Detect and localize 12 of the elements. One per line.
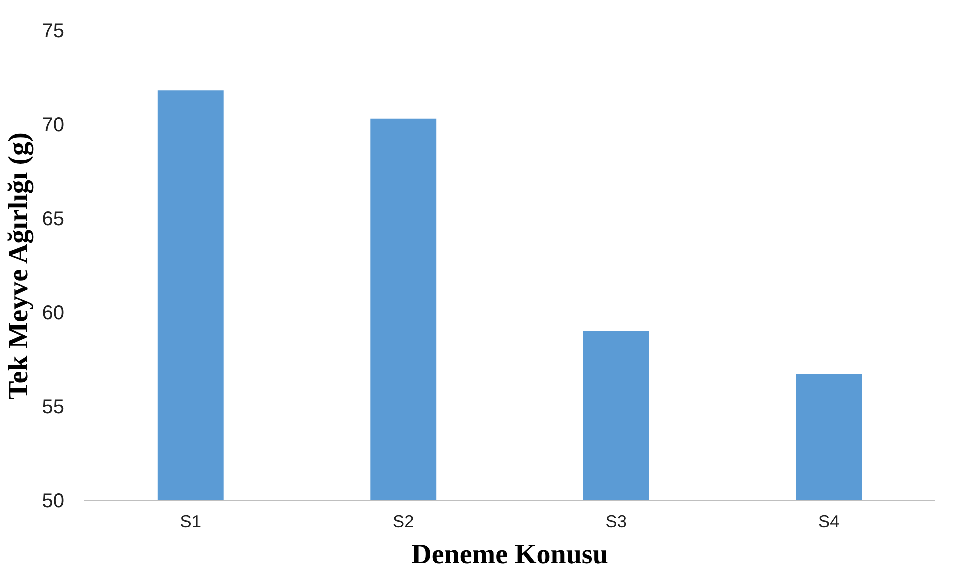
x-tick-label: S3: [606, 512, 627, 532]
x-tick-label: S2: [393, 512, 414, 532]
y-tick-label: 50: [42, 490, 65, 512]
y-tick-label: 70: [42, 114, 65, 136]
y-tick-label: 55: [42, 396, 65, 418]
x-tick-label: S1: [180, 512, 202, 532]
y-axis-title: Tek Meyve Ağırlığı (g): [3, 132, 34, 400]
x-axis-title: Deneme Konusu: [412, 540, 608, 570]
y-tick-label: 65: [42, 208, 65, 230]
y-tick-label: 75: [42, 20, 65, 42]
x-tick-label: S4: [818, 512, 840, 532]
y-tick-label: 60: [42, 302, 65, 324]
